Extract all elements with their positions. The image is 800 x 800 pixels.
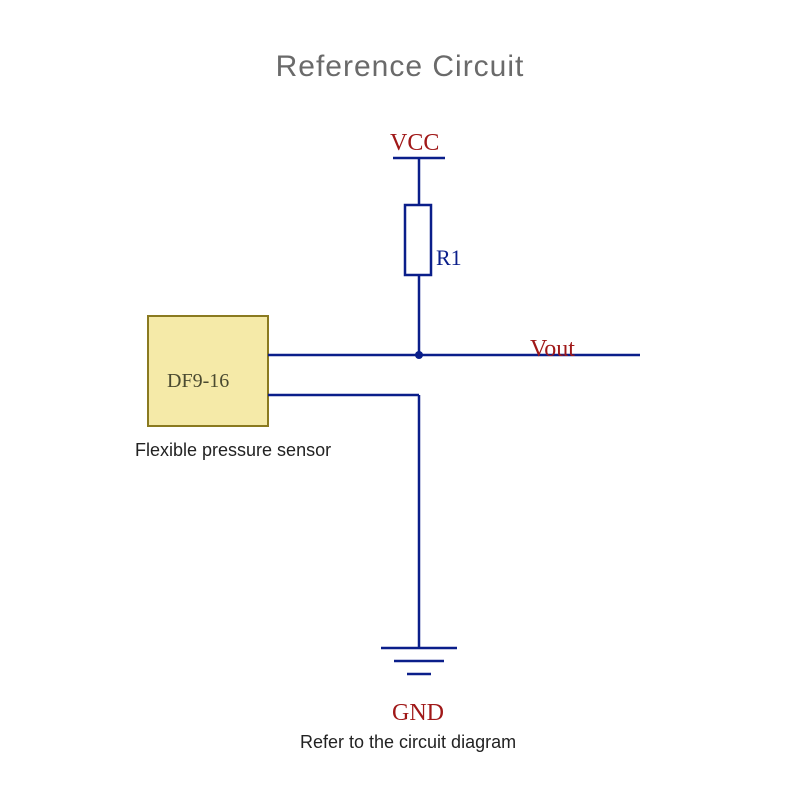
label-vcc: VCC	[390, 130, 439, 157]
label-gnd: GND	[392, 700, 444, 727]
junction-node	[415, 351, 423, 359]
label-r1: R1	[436, 245, 462, 271]
sensor-caption: Flexible pressure sensor	[135, 440, 331, 461]
bottom-caption: Refer to the circuit diagram	[300, 732, 516, 753]
resistor-r1	[405, 205, 431, 275]
circuit-svg	[0, 0, 800, 800]
label-vout: Vout	[530, 336, 575, 363]
label-sensor: DF9-16	[167, 370, 229, 393]
